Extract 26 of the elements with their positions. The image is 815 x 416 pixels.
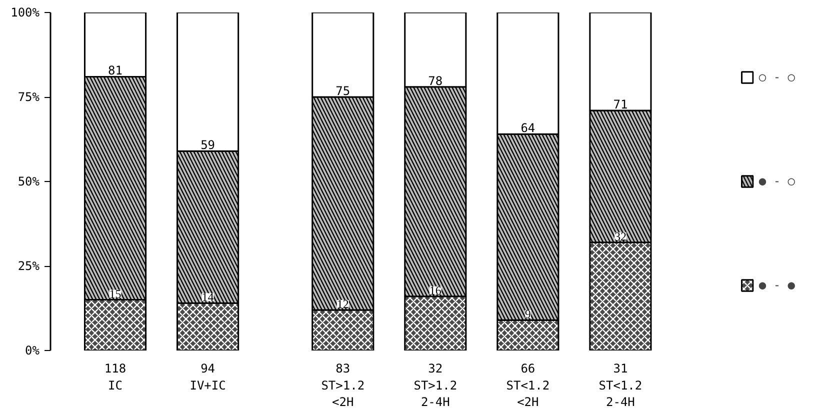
x-tick-label: 83 ST>1.2 <2H (321, 362, 365, 410)
legend-label: ● - ● (758, 278, 795, 292)
x-tick-label: 66 ST<1.2 <2H (506, 362, 550, 410)
data-label: 9 (524, 307, 531, 322)
annotation: 71 (613, 98, 628, 112)
y-tick-label: 0% (25, 344, 40, 358)
x-tick-label: 31 ST<1.2 2-4H (598, 362, 642, 410)
annotation: 64 (520, 121, 536, 136)
annotation: 78 (428, 74, 443, 88)
y-tick-label: 50% (18, 174, 40, 188)
data-label: 16 (429, 283, 442, 298)
x-tick-label: 118 IC (104, 362, 126, 392)
y-tick-label: 100% (10, 6, 40, 20)
annotation: 81 (108, 64, 122, 78)
x-tick-label: 32 ST>1.2 2-4H (414, 362, 458, 410)
data-label: 12 (336, 296, 349, 311)
x-tick-label: 94 IV+IC (190, 362, 226, 392)
legend-label: ● - ○ (758, 174, 795, 188)
y-tick-label: 25% (18, 259, 40, 273)
data-label: 14 (202, 290, 214, 304)
data-label: 15 (109, 286, 122, 301)
legend-label: ○ - ○ (758, 70, 795, 84)
y-tick-label: 75% (18, 90, 40, 104)
data-label: 32 (614, 229, 626, 244)
annotation: 59 (200, 138, 216, 152)
annotation: 75 (336, 84, 350, 98)
